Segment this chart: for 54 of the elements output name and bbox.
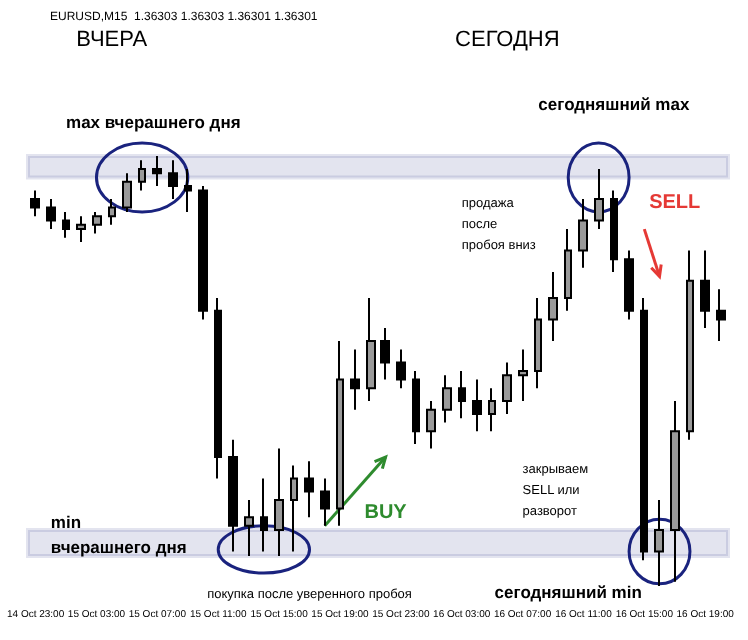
candlestick xyxy=(228,438,238,553)
candlestick xyxy=(168,159,178,200)
annotation: min вчерашнего дня xyxy=(50,511,187,557)
candlestick xyxy=(366,296,376,403)
candlestick xyxy=(686,249,694,441)
annotation: сегодняшний min xyxy=(494,582,642,603)
candlestick xyxy=(336,339,344,527)
candlestick xyxy=(426,400,436,450)
candlestick xyxy=(152,155,162,188)
candlestick xyxy=(320,477,330,527)
candlestick xyxy=(290,464,298,553)
candlestick xyxy=(396,348,406,390)
candlestick xyxy=(594,167,604,231)
candlestick xyxy=(122,172,132,213)
candlestick xyxy=(214,296,222,480)
candlestick xyxy=(304,460,314,519)
candlestick xyxy=(610,189,618,274)
candlestick xyxy=(502,361,512,415)
annotation: SELL xyxy=(649,192,701,215)
candlestick xyxy=(442,374,452,424)
candlestick xyxy=(198,185,208,321)
candlestick xyxy=(62,210,70,239)
candlestick xyxy=(548,271,558,342)
candlestick xyxy=(76,215,86,243)
candlestick xyxy=(578,198,588,269)
candlestick xyxy=(92,210,102,235)
candlestick xyxy=(380,327,390,381)
text: max вчерашнего дня xyxy=(66,111,241,132)
candlestick xyxy=(488,387,496,433)
candlestick xyxy=(670,400,680,583)
candlestick xyxy=(640,296,648,562)
candlestick xyxy=(350,348,360,411)
candlestick xyxy=(716,288,726,342)
text: сегодняшний max xyxy=(538,94,690,115)
candlestick xyxy=(534,296,542,390)
candlestick xyxy=(518,348,528,403)
candlestick xyxy=(244,499,254,557)
candlestick xyxy=(412,370,420,446)
candlestick xyxy=(654,499,664,587)
text: СЕГОДНЯ xyxy=(455,27,560,52)
annotation: BUY xyxy=(364,501,408,524)
candlestick xyxy=(108,198,116,226)
candlestick xyxy=(472,378,482,433)
candlestick xyxy=(138,159,146,192)
candlestick xyxy=(700,249,710,329)
candlestick xyxy=(260,477,268,553)
candlestick xyxy=(564,228,572,312)
candlestick xyxy=(30,189,40,218)
candlestick xyxy=(46,198,56,231)
candlestick xyxy=(274,447,284,557)
candlestick xyxy=(624,249,634,321)
candlestick xyxy=(184,167,192,213)
text: ВЧЕРА xyxy=(76,27,149,52)
candlestick xyxy=(458,370,466,420)
